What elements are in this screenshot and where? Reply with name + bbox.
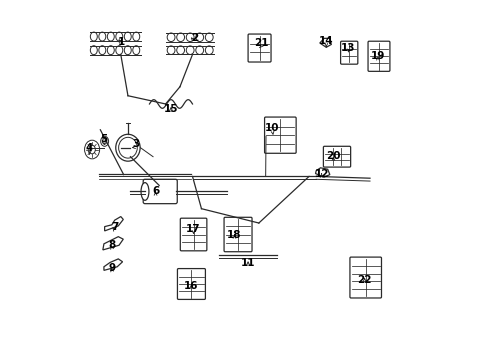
Ellipse shape (101, 136, 108, 146)
Ellipse shape (89, 145, 95, 154)
FancyBboxPatch shape (180, 218, 206, 251)
Polygon shape (319, 39, 330, 47)
Text: 4: 4 (86, 143, 93, 153)
Text: 21: 21 (254, 38, 268, 48)
Text: 8: 8 (108, 240, 115, 250)
Text: 9: 9 (108, 263, 115, 273)
Text: 20: 20 (325, 150, 340, 161)
Text: 2: 2 (190, 33, 198, 43)
FancyBboxPatch shape (247, 34, 270, 62)
Ellipse shape (141, 183, 149, 200)
FancyBboxPatch shape (340, 41, 357, 64)
Polygon shape (104, 259, 122, 270)
FancyBboxPatch shape (367, 41, 389, 71)
Text: 6: 6 (152, 186, 159, 197)
Polygon shape (104, 217, 123, 231)
Text: 13: 13 (341, 43, 355, 53)
FancyBboxPatch shape (323, 146, 350, 167)
Polygon shape (102, 237, 123, 250)
Ellipse shape (84, 140, 100, 159)
Text: 14: 14 (318, 36, 333, 46)
Text: 12: 12 (314, 168, 328, 179)
Text: 18: 18 (227, 230, 241, 239)
Text: 15: 15 (163, 104, 178, 114)
Text: 17: 17 (186, 225, 201, 234)
Text: 19: 19 (370, 51, 385, 61)
Polygon shape (315, 168, 329, 177)
FancyBboxPatch shape (349, 257, 381, 298)
Ellipse shape (116, 134, 140, 161)
Text: 1: 1 (118, 37, 125, 47)
FancyBboxPatch shape (143, 179, 177, 204)
Ellipse shape (102, 138, 106, 144)
Text: 3: 3 (132, 139, 140, 149)
Text: 10: 10 (264, 123, 279, 133)
Text: 5: 5 (100, 134, 107, 144)
Text: 22: 22 (357, 275, 371, 285)
FancyBboxPatch shape (177, 269, 205, 300)
FancyBboxPatch shape (264, 117, 296, 153)
Text: 7: 7 (111, 222, 118, 232)
FancyBboxPatch shape (224, 217, 251, 252)
Text: 11: 11 (241, 258, 255, 268)
Text: 16: 16 (184, 281, 198, 291)
